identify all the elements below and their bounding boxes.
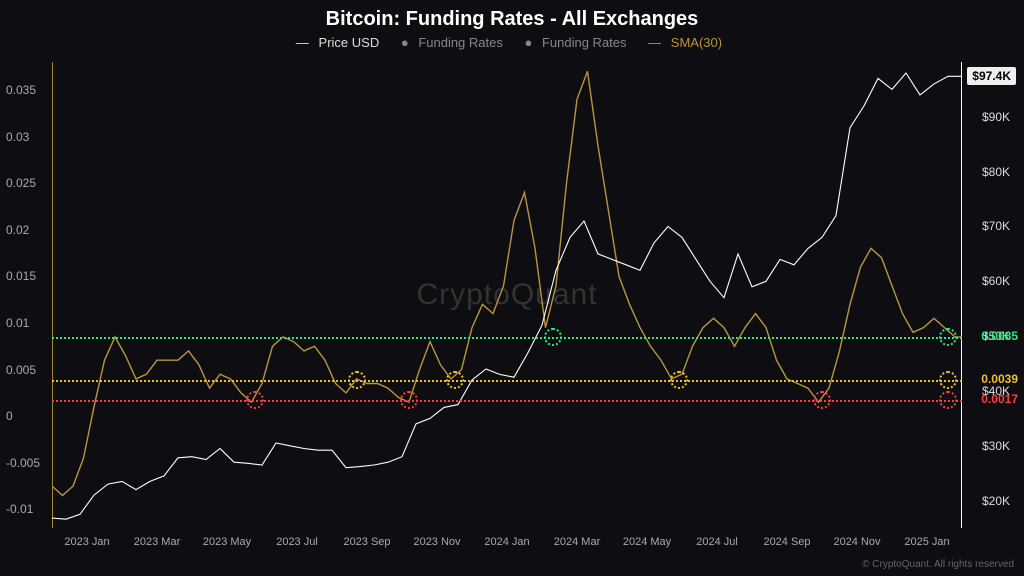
reference-marker <box>400 391 418 409</box>
copyright: © CryptoQuant. All rights reserved <box>862 559 1014 570</box>
y1-tick: 0.02 <box>6 223 29 237</box>
reference-marker <box>246 391 264 409</box>
x-tick: 2023 Sep <box>343 536 390 548</box>
reference-marker <box>446 371 464 389</box>
x-tick: 2024 Jan <box>484 536 529 548</box>
reference-marker <box>813 391 831 409</box>
reference-value: 0.0017 <box>981 392 1018 406</box>
legend-funding-1: ● Funding Rates <box>401 35 509 50</box>
x-tick: 2024 May <box>623 536 671 548</box>
x-tick: 2024 Jul <box>696 536 738 548</box>
reference-marker <box>348 371 366 389</box>
y2-tick: $30K <box>982 439 1010 453</box>
reference-marker <box>939 391 957 409</box>
chart-title: Bitcoin: Funding Rates - All Exchanges <box>0 8 1024 31</box>
chart-svg <box>52 62 962 528</box>
chart-legend: — Price USD ● Funding Rates ● Funding Ra… <box>0 35 1024 50</box>
y2-tick: $90K <box>982 110 1010 124</box>
y1-tick: 0.025 <box>6 176 36 190</box>
y1-tick: 0.03 <box>6 130 29 144</box>
x-tick: 2024 Mar <box>554 536 600 548</box>
x-tick: 2023 May <box>203 536 251 548</box>
y2-tick: $70K <box>982 219 1010 233</box>
chart-container: { "title":"Bitcoin: Funding Rates - All … <box>0 0 1024 576</box>
reference-value: 0.0085 <box>981 329 1018 343</box>
y2-tick: $20K <box>982 494 1010 508</box>
plot-area: CryptoQuant <box>52 62 962 528</box>
y1-tick: -0.01 <box>6 502 33 516</box>
y1-tick: 0.01 <box>6 316 29 330</box>
reference-value: 0.0039 <box>981 372 1018 386</box>
x-tick: 2023 Nov <box>413 536 460 548</box>
y2-tick: $80K <box>982 165 1010 179</box>
reference-marker <box>544 328 562 346</box>
y2-tick: $60K <box>982 274 1010 288</box>
x-tick: 2023 Jan <box>64 536 109 548</box>
y1-tick: 0.005 <box>6 363 36 377</box>
x-tick: 2023 Jul <box>276 536 318 548</box>
x-tick: 2025 Jan <box>904 536 949 548</box>
legend-price: — Price USD <box>296 35 385 50</box>
reference-marker <box>939 371 957 389</box>
y1-tick: 0 <box>6 409 13 423</box>
reference-line <box>52 380 962 382</box>
reference-line <box>52 337 962 339</box>
x-tick: 2024 Nov <box>833 536 880 548</box>
legend-sma: — SMA(30) <box>648 35 728 50</box>
y1-tick: -0.005 <box>6 456 40 470</box>
reference-marker <box>939 328 957 346</box>
current-price-badge: $97.4K <box>967 67 1016 85</box>
y1-tick: 0.015 <box>6 269 36 283</box>
x-tick: 2023 Mar <box>134 536 180 548</box>
legend-funding-2: ● Funding Rates <box>525 35 633 50</box>
y1-tick: 0.035 <box>6 83 36 97</box>
x-tick: 2024 Sep <box>763 536 810 548</box>
reference-marker <box>670 371 688 389</box>
